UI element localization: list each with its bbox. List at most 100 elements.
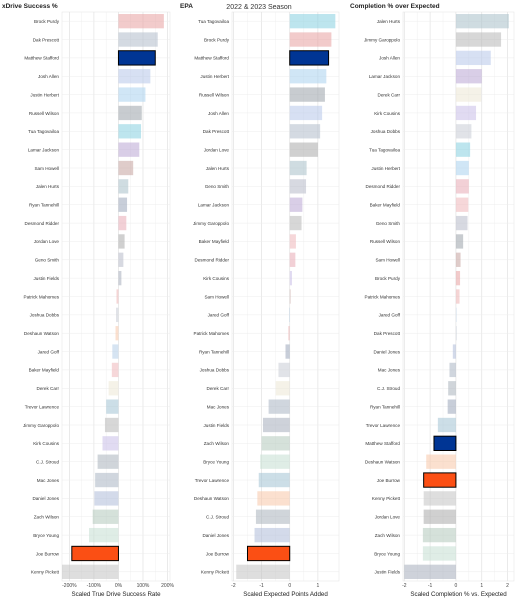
bar-tua-tagovailoa (118, 124, 142, 139)
category-label-kirk-cousins: Kirk Cousins (33, 441, 59, 446)
category-label-tua-tagovailoa: Tua Tagovailoa (198, 19, 229, 24)
category-label-c-j-stroud: C.J. Stroud (377, 386, 400, 391)
bar-joshua-dobbs (455, 124, 472, 139)
x-tick-label: -2 (402, 583, 407, 589)
bar-justin-fields (404, 564, 456, 579)
bar-sam-howell (118, 160, 134, 176)
category-label-tua-tagovailoa: Tua Tagovailoa (28, 129, 59, 134)
category-label-kirk-cousins: Kirk Cousins (203, 276, 229, 281)
category-label-mac-jones: Mac Jones (37, 478, 60, 483)
x-tick-label: -200% (62, 583, 77, 589)
category-label-kirk-cousins: Kirk Cousins (374, 111, 400, 116)
category-label-derek-carr: Derek Carr (37, 386, 60, 391)
category-label-zach-wilson: Zach Wilson (204, 441, 230, 446)
bar-brock-purdy (455, 270, 461, 286)
category-label-josh-allen: Josh Allen (208, 111, 229, 116)
category-label-tua-tagovailoa: Tua Tagovailoa (369, 147, 400, 152)
x-tick-label: -1 (259, 583, 264, 589)
category-label-baker-mayfield: Baker Mayfield (199, 239, 230, 244)
bar-josh-allen (289, 105, 323, 121)
category-label-joe-burrow: Joe Burrow (377, 478, 401, 483)
bar-jared-goff (289, 307, 290, 323)
bar-joshua-dobbs (116, 307, 119, 323)
bar-joe-burrow (246, 545, 291, 562)
category-label-brock-purdy: Brock Purdy (375, 276, 401, 281)
x-tick-label: 200% (161, 583, 174, 589)
bar-daniel-jones (94, 491, 119, 506)
category-label-derek-carr: Derek Carr (378, 92, 401, 97)
x-tick-label: -100% (87, 583, 102, 589)
bar-joe-burrow (423, 472, 457, 488)
bar-trevor-lawrence (258, 472, 290, 488)
category-label-kenny-pickett: Kenny Pickett (201, 570, 230, 575)
category-label-bryce-young: Bryce Young (203, 459, 229, 464)
bar-russell-wilson (289, 87, 325, 102)
category-label-sam-howell: Sam Howell (375, 258, 400, 263)
bar-dak-prescott (455, 326, 457, 341)
category-label-baker-mayfield: Baker Mayfield (29, 368, 60, 373)
x-tick-label: 100% (137, 583, 150, 589)
bar-zach-wilson (261, 436, 290, 451)
bar-derek-carr (108, 381, 119, 396)
category-label-desmond-ridder: Desmond Ridder (25, 221, 60, 226)
category-label-geno-smith: Geno Smith (35, 258, 60, 263)
bar-sam-howell (455, 252, 461, 267)
bar-baker-mayfield (111, 362, 119, 378)
bar-jimmy-garoppolo (455, 32, 502, 47)
category-label-josh-allen: Josh Allen (379, 56, 400, 61)
category-label-justin-fields: Justin Fields (203, 423, 229, 428)
category-label-jalen-hurts: Jalen Hurts (206, 166, 230, 171)
category-label-sam-howell: Sam Howell (34, 166, 59, 171)
category-label-lamar-jackson: Lamar Jackson (369, 74, 401, 79)
bar-justin-herbert (455, 160, 469, 176)
bar-baker-mayfield (455, 197, 469, 212)
bar-bryce-young (89, 527, 119, 543)
bar-matthew-stafford (433, 435, 457, 451)
bar-daniel-jones (254, 527, 290, 543)
category-label-jordan-love: Jordan Love (34, 239, 60, 244)
x-axis-label: Scaled True Drive Success Rate (71, 591, 161, 598)
category-label-joe-burrow: Joe Burrow (36, 551, 60, 556)
bar-ryan-tannehill (447, 399, 456, 414)
bar-mac-jones (268, 399, 290, 414)
bar-jalen-hurts (289, 160, 307, 176)
category-label-geno-smith: Geno Smith (205, 184, 230, 189)
bar-zach-wilson (422, 527, 456, 543)
category-label-deshaun-watson: Deshaun Watson (365, 459, 401, 464)
bar-justin-herbert (118, 87, 146, 102)
category-label-lamar-jackson: Lamar Jackson (198, 203, 230, 208)
category-label-trevor-lawrence: Trevor Lawrence (25, 404, 60, 409)
chart-panel-1: xDrive Success % Brock Purdy Dak Prescott M… (2, 3, 174, 598)
category-label-lamar-jackson: Lamar Jackson (28, 147, 60, 152)
bar-geno-smith (455, 215, 468, 231)
x-axis-label: Scaled Completion % vs. Expected (410, 591, 507, 598)
category-label-trevor-lawrence: Trevor Lawrence (195, 478, 230, 483)
bar-bryce-young (260, 454, 290, 469)
bar-trevor-lawrence (106, 399, 119, 414)
bar-trevor-lawrence (437, 417, 456, 433)
bar-matthew-stafford (117, 50, 156, 66)
category-label-desmond-ridder: Desmond Ridder (195, 258, 230, 263)
bar-russell-wilson (455, 234, 464, 249)
bar-jimmy-garoppolo (104, 417, 119, 433)
category-label-joe-burrow: Joe Burrow (206, 551, 230, 556)
bar-lamar-jackson (455, 69, 482, 84)
category-label-patrick-mahomes: Patrick Mahomes (194, 331, 230, 336)
bar-kenny-pickett (236, 564, 290, 579)
bar-patrick-mahomes (116, 289, 119, 304)
bar-josh-allen (455, 50, 491, 66)
bar-lamar-jackson (118, 142, 140, 157)
bar-geno-smith (289, 179, 307, 194)
category-label-ryan-tannehill: Ryan Tannehill (29, 203, 59, 208)
category-label-dak-prescott: Dak Prescott (203, 129, 230, 134)
x-tick-label: -2 (231, 583, 236, 589)
bar-brock-purdy (118, 14, 164, 29)
bar-daniel-jones (452, 344, 456, 359)
category-label-ryan-tannehill: Ryan Tannehill (370, 404, 400, 409)
chart-panel-2: EPA Tua Tagovailoa Brock Purdy Matthew Staf… (180, 3, 340, 598)
bar-mac-jones (449, 362, 456, 378)
category-label-jalen-hurts: Jalen Hurts (377, 19, 401, 24)
bar-justin-fields (262, 417, 290, 433)
bar-deshaun-watson (115, 326, 119, 341)
